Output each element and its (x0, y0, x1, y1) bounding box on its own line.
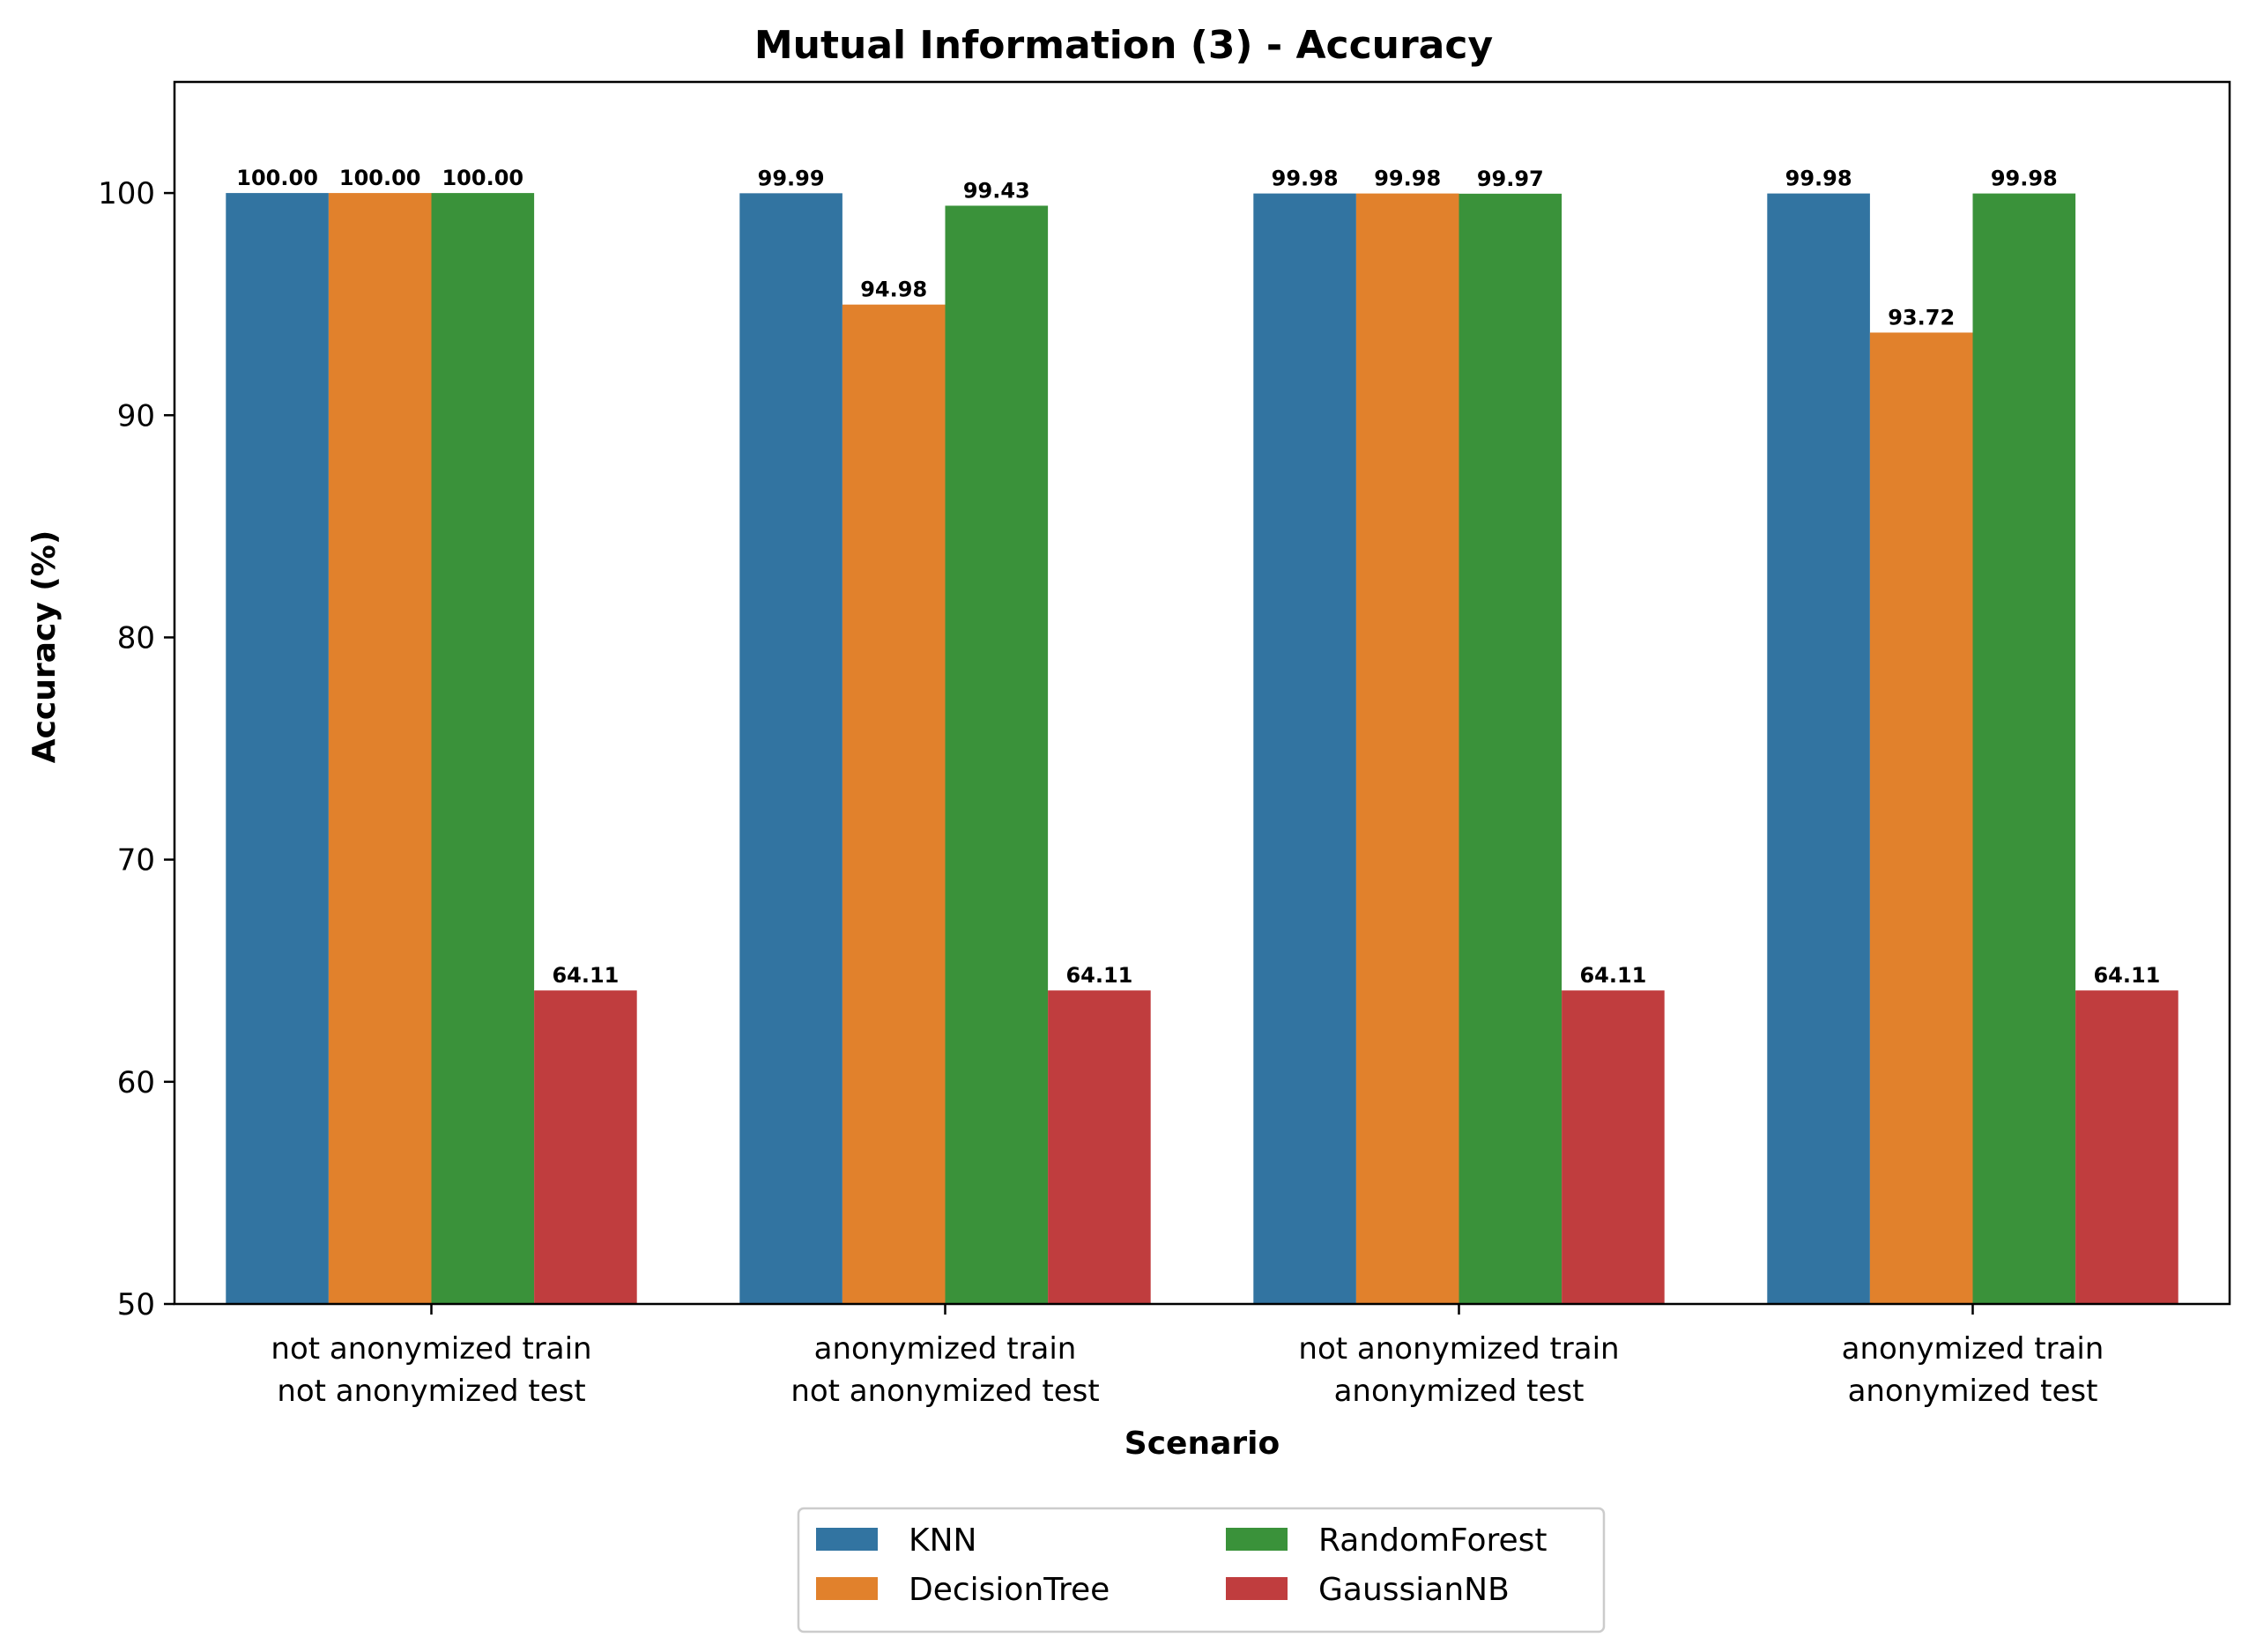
bar-decisiontree-2 (842, 304, 946, 1305)
legend-label-knn: KNN (909, 1522, 976, 1559)
legend-swatch-gaussiannb (1226, 1577, 1288, 1600)
x-tick-label: anonymized test (1848, 1374, 2098, 1409)
data-label-knn-3: 99.98 (1272, 167, 1339, 191)
bar-gaussiannb-2 (1048, 990, 1151, 1304)
bar-randomforest-1 (431, 193, 535, 1305)
bar-knn-3 (1253, 193, 1356, 1305)
x-axis-label: Scenario (1124, 1426, 1280, 1462)
bar-decisiontree-4 (1869, 332, 1973, 1305)
legend-label-decisiontree: DecisionTree (909, 1572, 1110, 1608)
x-tick-label: not anonymized test (277, 1374, 585, 1409)
data-label-decisiontree-2: 94.98 (860, 278, 927, 302)
y-tick-label: 90 (117, 398, 155, 433)
x-tick-label: anonymized train (814, 1331, 1077, 1367)
data-label-decisiontree-4: 93.72 (1888, 305, 1955, 330)
data-label-decisiontree-3: 99.98 (1374, 167, 1441, 191)
bar-knn-4 (1767, 193, 1870, 1305)
y-tick-label: 80 (117, 620, 155, 656)
x-tick-label: anonymized test (1334, 1374, 1585, 1409)
data-label-knn-2: 99.99 (758, 166, 825, 190)
chart-title: Mutual Information (3) - Accuracy (754, 23, 1493, 68)
x-tick-label: not anonymized test (790, 1374, 1099, 1409)
data-label-knn-1: 100.00 (236, 166, 318, 190)
y-tick-label: 100 (98, 176, 155, 211)
bar-knn-2 (739, 193, 842, 1305)
bar-decisiontree-1 (328, 193, 432, 1305)
plot-area: 100.00 99.99 99.98 99.98 100.00 94.98 99.98 93.… (98, 80, 2231, 1409)
bar-randomforest-4 (1972, 193, 2076, 1305)
data-label-randomforest-4: 99.98 (1991, 167, 2058, 191)
data-label-randomforest-1: 100.00 (442, 166, 523, 190)
legend-swatch-knn (816, 1528, 878, 1551)
data-label-randomforest-3: 99.97 (1477, 167, 1544, 191)
bar-gaussiannb-4 (2075, 990, 2178, 1304)
data-label-gaussiannb-1: 64.11 (552, 963, 619, 988)
data-label-decisiontree-1: 100.00 (339, 166, 421, 190)
data-label-randomforest-2: 99.43 (963, 178, 1030, 203)
data-label-gaussiannb-4: 64.11 (2093, 963, 2160, 988)
data-label-gaussiannb-2: 64.11 (1065, 963, 1132, 988)
bar-knn-1 (226, 193, 329, 1305)
x-tick-label: not anonymized train (271, 1331, 591, 1367)
y-tick-label: 70 (117, 843, 155, 878)
y-tick-label: 50 (117, 1287, 155, 1322)
data-label-knn-4: 99.98 (1785, 167, 1852, 191)
legend-frame (797, 1507, 1606, 1633)
bar-gaussiannb-3 (1562, 990, 1665, 1304)
legend-label-gaussiannb: GaussianNB (1318, 1572, 1510, 1608)
legend-label-randomforest: RandomForest (1318, 1522, 1548, 1559)
legend-swatch-decisiontree (816, 1577, 878, 1600)
data-label-gaussiannb-3: 64.11 (1579, 963, 1646, 988)
bar-randomforest-2 (945, 205, 1049, 1305)
legend: KNN DecisionTree RandomForest GaussianNB (797, 1507, 1606, 1633)
bar-decisiontree-3 (1355, 193, 1459, 1305)
bar-randomforest-3 (1459, 193, 1562, 1305)
x-tick-label: anonymized train (1842, 1331, 2104, 1367)
y-axis-label: Accuracy (%) (26, 530, 63, 764)
plot-frame (173, 80, 2231, 1306)
x-tick-label: not anonymized train (1298, 1331, 1619, 1367)
legend-swatch-randomforest (1226, 1528, 1288, 1551)
bar-gaussiannb-1 (534, 990, 637, 1304)
y-tick-label: 60 (117, 1065, 155, 1100)
